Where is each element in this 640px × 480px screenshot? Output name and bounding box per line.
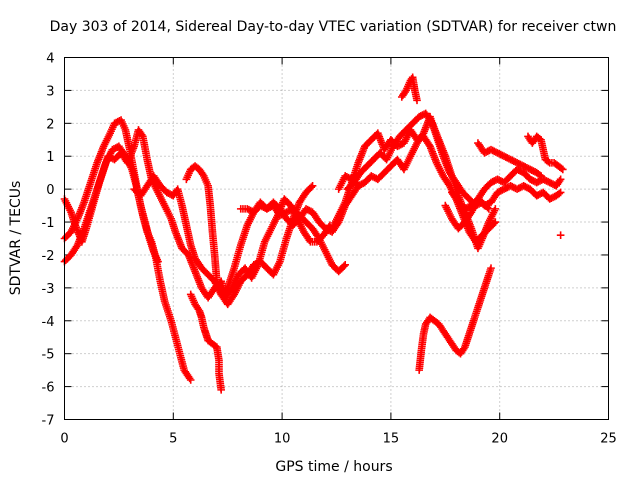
series-arc-15 (524, 132, 567, 174)
series-arc-16 (415, 264, 495, 374)
data-point (491, 218, 500, 226)
y-tick-label: 4 (46, 52, 54, 67)
series-arc-6 (186, 290, 225, 394)
y-tick-label: -1 (42, 216, 55, 231)
y-tick-label: 0 (46, 183, 54, 198)
y-tick-label: -6 (42, 381, 55, 396)
x-tick-label: 10 (274, 432, 291, 447)
y-tick-label: -5 (42, 348, 55, 363)
data-point (341, 261, 350, 269)
data-points (60, 73, 567, 394)
y-tick-label: 1 (46, 150, 54, 165)
data-point (556, 175, 565, 184)
y-tick-label: -7 (42, 414, 55, 429)
series-arc-11 (397, 73, 421, 105)
data-point (491, 205, 500, 213)
x-tick-label: 15 (383, 432, 400, 447)
y-tick-label: 2 (46, 117, 54, 132)
data-point (217, 386, 225, 394)
y-tick-label: 3 (46, 84, 54, 99)
y-axis-tick-labels: -7 -6 -5 -4 -3 -2 -1 0 1 2 3 4 (42, 52, 55, 429)
series-arc-13 (448, 182, 565, 213)
x-tick-label: 0 (60, 432, 68, 447)
plot-frame (64, 57, 609, 420)
x-tick-label: 20 (491, 432, 508, 447)
series-arc-2 (60, 116, 195, 384)
y-tick-label: -4 (42, 315, 55, 330)
y-axis-title: SDTVAR / TECUs (8, 181, 24, 296)
x-tick-label: 25 (600, 432, 617, 447)
chart-title: Day 303 of 2014, Sidereal Day-to-day VTE… (50, 19, 617, 35)
data-point (186, 376, 195, 384)
x-axis-title: GPS time / hours (275, 459, 392, 475)
x-axis-tick-labels: 0 5 10 15 20 25 (60, 432, 616, 447)
data-point (413, 96, 421, 105)
series-arc-7 (236, 198, 350, 276)
series-arc-14 (474, 139, 545, 180)
data-point (556, 188, 565, 197)
data-point (308, 182, 317, 190)
series-arc-17 (556, 231, 565, 240)
y-tick-label: -3 (42, 282, 55, 297)
x-tick-label: 5 (169, 432, 177, 447)
data-point (537, 172, 545, 180)
data-point (487, 264, 495, 272)
y-tick-label: -2 (42, 249, 55, 264)
data-point (556, 231, 565, 240)
data-point (559, 165, 567, 174)
